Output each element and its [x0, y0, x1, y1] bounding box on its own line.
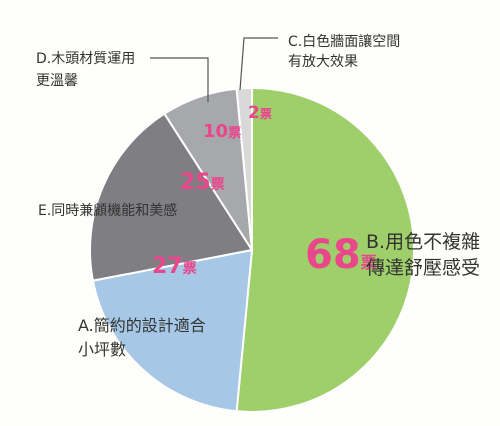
value-label-a: 27票 — [152, 254, 197, 279]
category-label-a: A.簡約的設計適合小坪數 — [78, 316, 206, 359]
value-label-d: 10票 — [203, 121, 241, 142]
pie-slice-a — [91, 248, 254, 413]
leader-line-c — [239, 37, 278, 91]
leader-line-d — [150, 57, 209, 102]
value-label-b: 68票 — [305, 232, 377, 278]
category-label-c: C.白色牆面讓空間有放大效果 — [288, 33, 400, 70]
pie-slice-c — [235, 86, 253, 251]
category-label-e: E.同時兼顧機能和美感 — [38, 202, 177, 219]
pie-slices — [89, 86, 415, 413]
value-label-c: 2票 — [248, 103, 272, 123]
pie-slice-e — [89, 112, 254, 282]
category-label-d: D.木頭材質運用更溫馨 — [36, 51, 135, 89]
value-label-e: 25票 — [180, 170, 225, 195]
category-label-b: B.用色不複雜傳達舒壓感受 — [366, 231, 480, 279]
pie-slice-b — [235, 86, 415, 413]
